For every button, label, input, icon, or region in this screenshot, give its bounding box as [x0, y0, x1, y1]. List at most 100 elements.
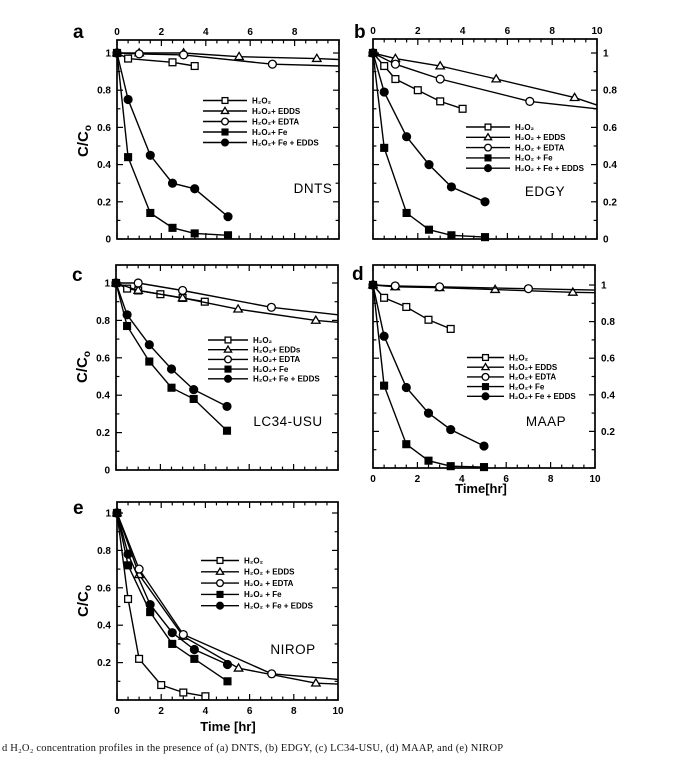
- x-tick-label: 4: [459, 474, 465, 485]
- axis-ticks: [116, 502, 339, 701]
- data-point-filled-square: [167, 383, 176, 392]
- data-point-open-square: [391, 74, 400, 84]
- data-point-filled-circle: [402, 132, 412, 142]
- data-point-open-triangle: [310, 677, 322, 687]
- x-tick-label: 4: [203, 706, 209, 717]
- x-tick-label: 0: [370, 26, 376, 37]
- data-point-filled-circle: [368, 280, 378, 290]
- legend-label: H₂O₂ + Fe: [515, 154, 553, 163]
- data-point-filled-circle: [122, 310, 132, 320]
- data-point-open-square: [157, 680, 166, 690]
- x-tick-label: 10: [332, 706, 344, 717]
- data-point-open-square: [179, 688, 188, 697]
- legend-item-h2o2-edta: H₂O₂+ EDTA: [467, 373, 556, 382]
- y-tick-label: 0.2: [603, 197, 617, 208]
- axis-ticks: [372, 39, 598, 240]
- y-axis-title: C/Co: [74, 351, 93, 383]
- data-point-open-triangle: [232, 303, 244, 313]
- x-tick-label: 6: [247, 706, 253, 717]
- data-point-filled-circle: [479, 441, 489, 451]
- legend: H₂O₂ H₂O₂ + EDDS H₂O₂ + EDTA H₂O₂ + Fe H₂O₂ …: [201, 556, 314, 611]
- data-point-open-circle: [267, 59, 277, 69]
- compound-label: LC34-USU: [253, 414, 322, 429]
- series-h2o2-edta: [368, 48, 598, 110]
- legend-item-h2o2-fe: H₂O₂+ Fe: [203, 128, 288, 137]
- x-axis-title: Time[hr]: [455, 481, 507, 496]
- data-point-open-circle: [179, 50, 189, 60]
- data-point-filled-square: [189, 394, 198, 403]
- y-tick-label: 0.6: [97, 583, 111, 594]
- legend-label: H₂O₂: [252, 96, 272, 105]
- y-tick-label: 0.2: [97, 197, 111, 208]
- y-tick-label: 0.8: [97, 86, 111, 97]
- legend-filled-circle: [215, 601, 225, 610]
- data-point-filled-square: [402, 440, 411, 449]
- series-h2o2-edta: [112, 508, 339, 681]
- data-point-filled-square: [168, 223, 177, 232]
- legend-label: H₂O₂: [515, 123, 535, 132]
- axis-ticks: [115, 265, 339, 471]
- legend-label: H₂O₂+ Fe + EDDS: [252, 138, 319, 147]
- data-point-open-triangle: [489, 284, 501, 294]
- legend-open-square: [216, 556, 224, 565]
- y-tick-label: 1: [601, 281, 607, 292]
- data-point-filled-circle: [112, 508, 122, 518]
- legend-label: H₂O₂ + Fe + EDDS: [244, 602, 314, 611]
- x-tick-label: 10: [589, 474, 601, 485]
- legend-label: H₂O₂+ Fe: [509, 382, 545, 391]
- legend-item-h2o2-fe: H₂O₂+ Fe: [208, 365, 289, 374]
- legend-label: H₂O₂+ Fe: [253, 365, 289, 374]
- legend-filled-circle: [483, 164, 493, 173]
- y-tick-label: 0.2: [96, 428, 110, 439]
- y-tick-label: 0.6: [603, 123, 617, 134]
- y-tick-label: 1: [104, 279, 110, 290]
- x-tick-label: 2: [158, 706, 164, 717]
- panel-letter: d: [352, 264, 364, 285]
- legend-open-circle: [483, 143, 493, 152]
- legend-label: H₂O₂: [244, 556, 264, 565]
- legend-label: H₂O₂ + EDDS: [515, 133, 566, 142]
- series-line: [372, 284, 485, 447]
- data-point-open-square: [413, 86, 422, 95]
- y-tick-label: 0.4: [96, 391, 110, 402]
- legend-item-h2o2-edds: H₂O₂+ EDDs: [208, 344, 301, 355]
- y-axis-title: C/Co: [75, 585, 94, 617]
- data-point-filled-circle: [190, 184, 200, 194]
- data-point-filled-square: [223, 677, 232, 686]
- data-point-filled-square: [446, 462, 455, 471]
- data-point-filled-square: [190, 229, 199, 238]
- data-point-filled-square: [123, 321, 132, 331]
- axis-ticks: [372, 265, 596, 469]
- series-line: [372, 52, 486, 238]
- series-line: [116, 512, 228, 666]
- legend-label: H₂O₂+ EDTA: [509, 373, 556, 382]
- legend-item-h2o2: H₂O₂: [201, 556, 264, 565]
- data-point-filled-square: [146, 208, 155, 218]
- data-point-filled-circle: [446, 424, 456, 435]
- data-point-open-circle: [435, 282, 445, 292]
- y-tick-label: 0.4: [97, 160, 111, 171]
- data-point-open-triangle: [567, 286, 579, 296]
- x-tick-label: 2: [415, 474, 421, 485]
- data-point-open-square: [436, 97, 445, 106]
- y-tick-label: 0: [603, 235, 609, 246]
- data-point-open-triangle: [132, 284, 144, 294]
- series-h2o2-edta: [111, 278, 339, 316]
- data-point-filled-circle: [379, 331, 389, 341]
- data-point-filled-square: [424, 225, 434, 234]
- legend-filled-square: [484, 154, 492, 162]
- x-tick-label: 8: [548, 474, 554, 485]
- legend-filled-circle: [220, 138, 230, 147]
- data-point-open-circle: [390, 59, 400, 69]
- legend-open-square: [221, 96, 229, 105]
- data-point-filled-square: [223, 231, 233, 240]
- data-point-filled-square: [146, 608, 155, 617]
- data-point-filled-circle: [379, 87, 389, 97]
- data-point-filled-circle: [189, 384, 199, 395]
- data-point-filled-circle: [112, 48, 122, 58]
- legend-filled-square: [221, 128, 229, 136]
